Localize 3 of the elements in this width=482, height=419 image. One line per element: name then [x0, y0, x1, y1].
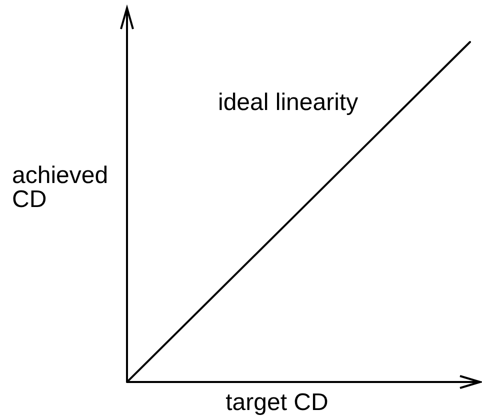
series-label: ideal linearity — [218, 89, 358, 116]
x-axis-title: target CD — [226, 389, 328, 416]
y-axis-title: achieved CD — [12, 162, 108, 213]
